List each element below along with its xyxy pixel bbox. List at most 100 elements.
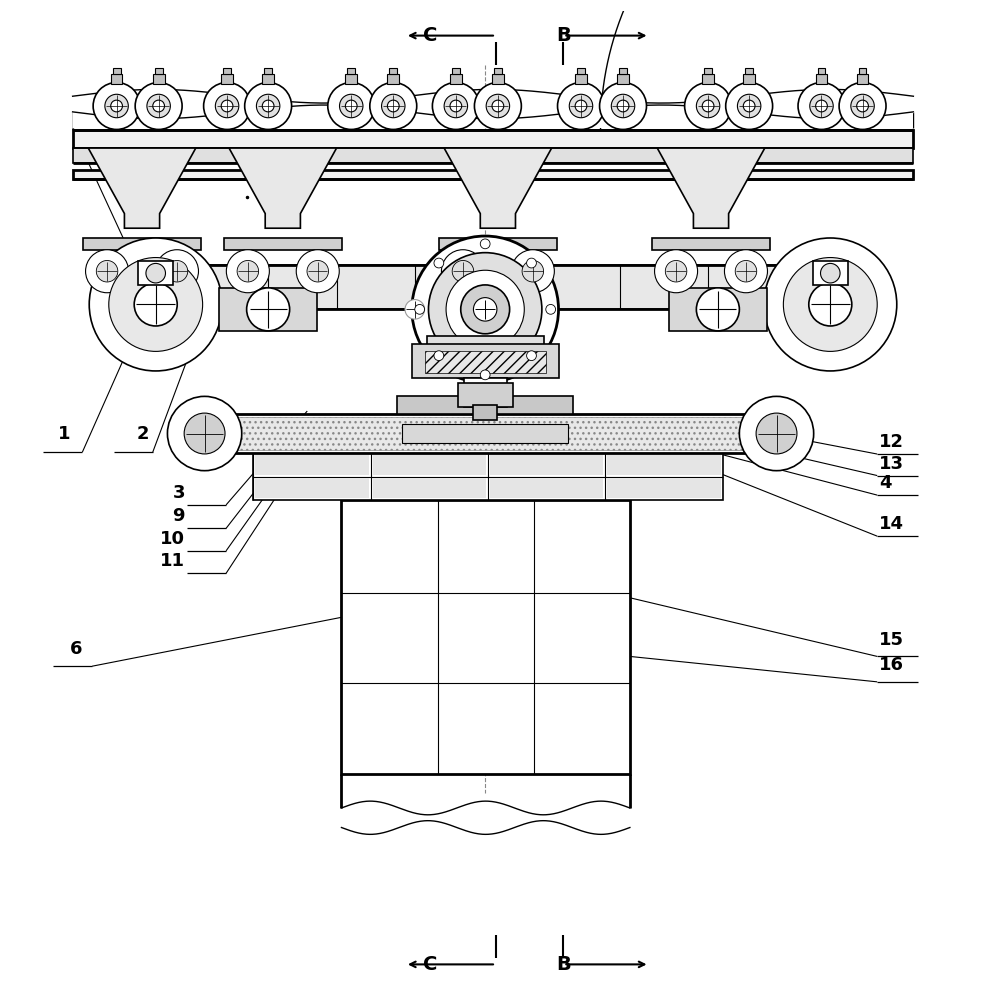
Circle shape [434, 351, 444, 361]
Bar [619, 68, 627, 74]
Circle shape [167, 260, 187, 282]
Circle shape [156, 250, 198, 293]
Bar [857, 74, 869, 84]
Polygon shape [88, 148, 196, 228]
Text: 14: 14 [880, 515, 904, 533]
Bar [131, 265, 855, 309]
Circle shape [743, 100, 755, 112]
Circle shape [696, 94, 720, 118]
Circle shape [655, 250, 697, 293]
Circle shape [93, 83, 140, 129]
Bar [255, 478, 369, 498]
Circle shape [147, 94, 171, 118]
Circle shape [135, 83, 182, 129]
Circle shape [227, 250, 269, 293]
Circle shape [480, 370, 490, 380]
Circle shape [684, 83, 732, 129]
Bar [73, 109, 913, 128]
Bar [473, 405, 497, 420]
Circle shape [412, 236, 558, 383]
Circle shape [339, 94, 363, 118]
Text: C: C [423, 26, 438, 45]
Text: 15: 15 [880, 631, 904, 649]
Circle shape [740, 396, 813, 471]
Bar [859, 68, 867, 74]
Circle shape [382, 94, 405, 118]
Bar [412, 344, 558, 378]
Bar [669, 288, 767, 331]
Circle shape [736, 260, 756, 282]
Circle shape [810, 94, 833, 118]
Circle shape [798, 83, 845, 129]
Circle shape [617, 100, 629, 112]
Circle shape [108, 258, 203, 351]
Circle shape [245, 83, 292, 129]
Circle shape [307, 260, 328, 282]
Circle shape [296, 250, 339, 293]
Circle shape [738, 94, 761, 118]
Circle shape [764, 238, 897, 371]
Bar [817, 68, 825, 74]
Circle shape [134, 283, 177, 326]
Text: 4: 4 [880, 474, 891, 492]
Bar [743, 74, 755, 84]
Circle shape [527, 258, 536, 268]
Bar [264, 68, 272, 74]
Polygon shape [229, 148, 336, 228]
Bar [427, 336, 544, 351]
Text: 1: 1 [58, 425, 71, 443]
Circle shape [473, 298, 497, 321]
Circle shape [611, 94, 635, 118]
Bar [221, 74, 233, 84]
Bar [458, 383, 513, 407]
Bar [452, 68, 459, 74]
Circle shape [696, 288, 740, 331]
Circle shape [97, 260, 117, 282]
Circle shape [575, 100, 587, 112]
Text: 11: 11 [160, 552, 185, 570]
Bar [373, 478, 486, 498]
Circle shape [480, 239, 490, 249]
Bar [389, 68, 397, 74]
Bar [73, 170, 913, 179]
Circle shape [512, 250, 554, 293]
Text: 16: 16 [880, 656, 904, 674]
Circle shape [857, 100, 869, 112]
Bar [402, 424, 568, 443]
Circle shape [429, 253, 542, 366]
Text: 9: 9 [173, 507, 185, 525]
Bar [373, 455, 486, 475]
Text: 13: 13 [880, 455, 904, 473]
Bar [575, 74, 587, 84]
Circle shape [783, 258, 878, 351]
Circle shape [839, 83, 886, 129]
Bar [450, 74, 461, 84]
Bar [439, 238, 557, 250]
Circle shape [221, 100, 233, 112]
Circle shape [184, 413, 225, 454]
Bar [812, 261, 848, 285]
Circle shape [492, 100, 504, 112]
Bar [607, 455, 721, 475]
Circle shape [446, 270, 525, 348]
Bar [83, 238, 201, 250]
Circle shape [434, 258, 444, 268]
Circle shape [666, 260, 687, 282]
Circle shape [569, 94, 593, 118]
Polygon shape [444, 148, 551, 228]
Bar [155, 68, 163, 74]
Bar [577, 68, 585, 74]
Bar [490, 478, 603, 498]
Polygon shape [658, 148, 765, 228]
Circle shape [527, 351, 536, 361]
Bar [815, 74, 827, 84]
Text: B: B [556, 955, 571, 974]
Circle shape [442, 250, 484, 293]
Circle shape [153, 100, 165, 112]
Circle shape [599, 83, 647, 129]
Text: C: C [423, 955, 438, 974]
Bar [492, 74, 504, 84]
Bar [345, 74, 357, 84]
Bar [704, 68, 712, 74]
Circle shape [237, 260, 258, 282]
